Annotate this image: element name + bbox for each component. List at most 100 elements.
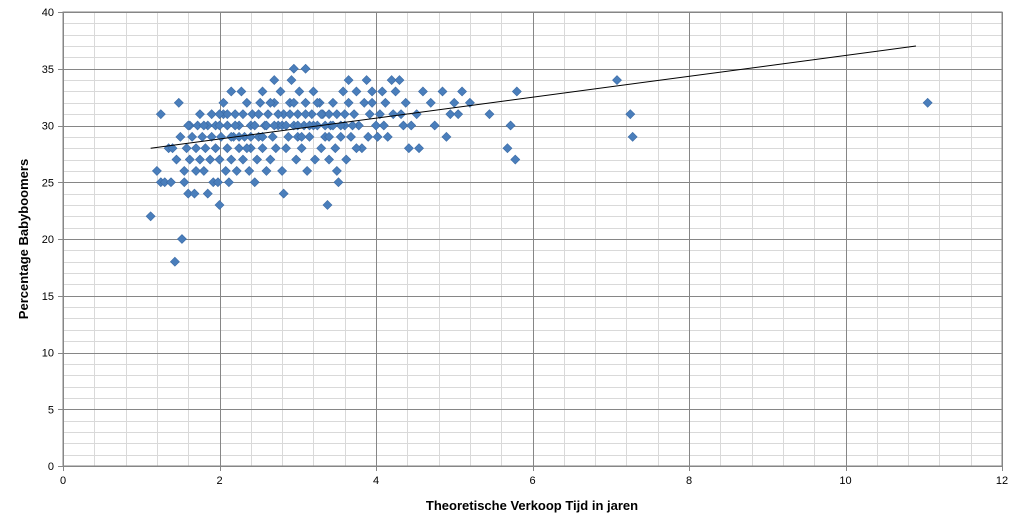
data-point [273,109,284,120]
data-point [304,120,315,131]
data-point [179,177,190,188]
data-point [414,143,424,154]
data-point [347,120,358,131]
data-point [308,86,319,97]
data-point [269,120,280,131]
data-point [411,109,422,120]
data-point [359,97,370,108]
data-point [244,165,255,176]
data-point [214,200,225,210]
data-point [296,131,307,142]
data-point [331,109,342,120]
data-point [198,165,209,176]
data-point [261,120,272,131]
data-point [169,256,180,267]
data-point [191,165,201,176]
data-point [292,109,303,120]
data-point [291,154,302,165]
data-point [338,86,349,97]
data-point [267,131,278,142]
data-point [382,131,393,142]
data-point [300,97,311,108]
data-point [252,154,262,165]
data-point [257,86,268,97]
data-point [510,154,521,165]
data-point [367,97,378,108]
y-tick-label: 10 [42,348,54,360]
data-point [166,177,176,188]
x-tick-label: 0 [60,475,66,487]
data-point [612,75,622,86]
data-point [171,154,182,165]
data-point [206,131,217,142]
data-point [183,120,194,131]
data-point [184,154,195,165]
data-point [361,75,372,86]
data-point [173,97,184,108]
x-axis-ticks: 0 2 4 6 8 10 12 [60,466,1008,487]
data-point [249,177,260,188]
data-point [341,154,352,165]
data-point [223,177,234,188]
data-point [230,109,241,120]
data-point [145,211,156,222]
y-tick-label: 15 [42,291,54,303]
data-point [400,97,411,108]
data-point [191,143,201,154]
data-point [278,188,289,199]
data-point [372,131,383,142]
data-point [316,143,327,154]
data-point [220,165,231,176]
data-point [187,131,198,142]
data-point [226,131,237,142]
data-point [343,97,354,108]
data-point [324,131,334,142]
data-point [406,120,417,131]
data-point [328,97,338,108]
y-tick-label: 25 [42,177,54,189]
data-point [195,109,205,120]
y-tick-label: 5 [48,404,54,416]
data-point [445,109,456,120]
data-point [238,154,248,165]
data-point [288,63,299,74]
data-point [198,120,209,131]
data-point [296,143,307,154]
data-point [214,109,225,120]
data-point [320,120,331,131]
data-point [441,131,452,142]
data-point [230,120,241,131]
data-point [214,154,225,165]
data-point [218,97,229,108]
data-point [265,97,276,108]
data-point [263,109,273,120]
data-point [214,120,225,131]
data-point [386,75,397,86]
data-point [216,131,226,142]
data-points [145,63,933,267]
data-point [200,143,211,154]
data-point [189,188,200,199]
data-point [505,120,516,131]
data-point [265,154,276,165]
data-point [312,97,323,108]
data-point [502,143,513,154]
data-point [484,109,495,120]
data-point [922,97,933,108]
data-point [222,109,233,120]
data-point [245,131,256,142]
y-tick-label: 40 [42,7,54,19]
data-point [241,143,252,154]
data-point [226,86,237,97]
data-point [457,86,467,97]
data-point [236,86,247,97]
data-point [195,154,205,165]
data-point [257,143,268,154]
data-point [367,86,378,97]
data-point [425,97,436,108]
x-axis-title: Theoretische Verkoop Tijd in jaren [426,498,638,513]
data-point [403,143,414,154]
x-tick-label: 2 [216,475,222,487]
x-tick-label: 10 [839,475,851,487]
